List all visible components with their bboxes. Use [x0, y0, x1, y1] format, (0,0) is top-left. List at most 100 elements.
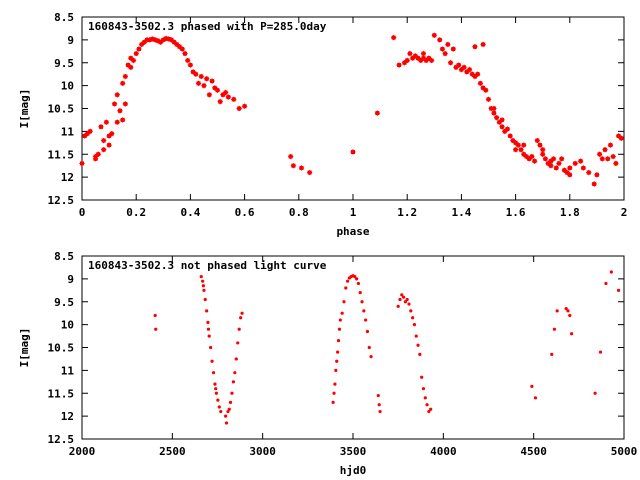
data-point	[369, 355, 373, 359]
data-point-marker	[567, 165, 572, 170]
data-point-marker	[407, 51, 412, 56]
y-tick-label: 9.5	[54, 296, 74, 309]
data-point-marker	[180, 47, 185, 52]
data-point-marker	[578, 159, 583, 164]
data-point-marker	[115, 120, 120, 125]
data-point-marker	[413, 53, 418, 58]
data-point	[219, 409, 223, 414]
data-point-marker	[101, 138, 106, 143]
data-point-marker	[597, 152, 602, 157]
y-tick-label: 12	[61, 171, 74, 184]
x-tick-label: 1	[350, 206, 357, 219]
y-tick-label: 11	[61, 125, 75, 138]
data-point-marker	[472, 44, 477, 49]
x-tick-label: 2000	[69, 445, 96, 458]
data-point-marker	[513, 147, 518, 152]
x-tick-label: 0	[79, 206, 86, 219]
data-point-marker	[237, 106, 242, 111]
data-point-marker	[472, 74, 477, 79]
data-point-marker	[242, 104, 247, 109]
x-tick-label: 2500	[159, 445, 186, 458]
data-point	[338, 318, 342, 322]
data-point-marker	[107, 143, 112, 148]
data-point	[331, 400, 335, 404]
data-point	[418, 352, 422, 356]
x-tick-label: 0.6	[235, 206, 255, 219]
data-point-marker	[142, 40, 147, 45]
data-point-marker	[535, 138, 540, 143]
data-point-marker	[443, 51, 448, 56]
data-point-marker	[505, 127, 510, 132]
data-point-marker	[201, 83, 206, 88]
data-point	[210, 359, 214, 363]
data-point	[356, 281, 361, 286]
y-axis-label: I[mag]	[18, 328, 31, 368]
data-point-marker	[226, 95, 231, 100]
y-tick-label: 12.5	[48, 433, 75, 446]
data-point-marker	[421, 56, 426, 61]
data-point	[378, 409, 382, 414]
data-point	[211, 371, 216, 375]
y-tick-label: 11.5	[48, 387, 75, 400]
data-point	[604, 281, 608, 286]
data-point	[401, 295, 406, 299]
data-point-marker	[451, 47, 456, 52]
data-point	[340, 311, 344, 315]
data-point-marker	[82, 133, 87, 138]
x-tick-label: 1.2	[397, 206, 417, 219]
data-point-marker	[500, 117, 505, 122]
data-point-marker	[155, 38, 160, 43]
data-point-marker	[426, 56, 431, 61]
data-point	[336, 339, 341, 343]
data-point	[550, 352, 554, 356]
data-point-marker	[112, 101, 117, 106]
data-point	[423, 396, 427, 400]
data-point-marker	[459, 67, 464, 72]
x-tick-label: 0.8	[289, 206, 309, 219]
data-point	[205, 309, 209, 313]
data-point	[201, 279, 205, 283]
data-point-marker	[594, 172, 599, 177]
data-point-marker	[147, 37, 152, 42]
data-point-marker	[115, 92, 120, 97]
x-tick-label: 1.4	[451, 206, 471, 219]
data-point-marker	[608, 143, 613, 148]
data-point	[239, 316, 243, 320]
data-point	[332, 391, 336, 395]
data-point-marker	[556, 161, 561, 166]
data-point	[206, 320, 210, 324]
data-point	[336, 350, 340, 354]
data-point	[234, 357, 238, 361]
data-point-marker	[502, 129, 507, 134]
x-tick-label: 1.6	[506, 206, 526, 219]
data-point-marker	[223, 90, 228, 95]
data-point	[214, 387, 218, 391]
data-point-marker	[96, 152, 101, 157]
data-point-marker	[405, 58, 410, 63]
data-point-marker	[543, 156, 548, 161]
data-point-marker	[136, 47, 141, 52]
data-point-marker	[85, 131, 90, 136]
data-point-marker	[445, 42, 450, 47]
data-point-marker	[481, 42, 486, 47]
data-point	[207, 334, 211, 338]
data-point	[334, 368, 338, 372]
y-tick-label: 12	[61, 410, 74, 423]
data-point-marker	[207, 92, 212, 97]
data-point-marker	[483, 88, 488, 93]
data-point	[216, 398, 220, 402]
x-tick-label: 5000	[611, 445, 638, 458]
data-point	[217, 405, 221, 409]
data-point	[228, 400, 233, 404]
data-point-marker	[93, 156, 98, 161]
data-point-marker	[613, 161, 618, 166]
data-point	[609, 270, 613, 274]
data-point-marker	[516, 143, 521, 148]
data-point-marker	[481, 85, 486, 90]
data-point	[564, 307, 568, 311]
data-point-marker	[128, 56, 133, 61]
data-point	[616, 288, 621, 292]
data-point-marker	[185, 58, 190, 63]
data-point	[153, 313, 157, 318]
